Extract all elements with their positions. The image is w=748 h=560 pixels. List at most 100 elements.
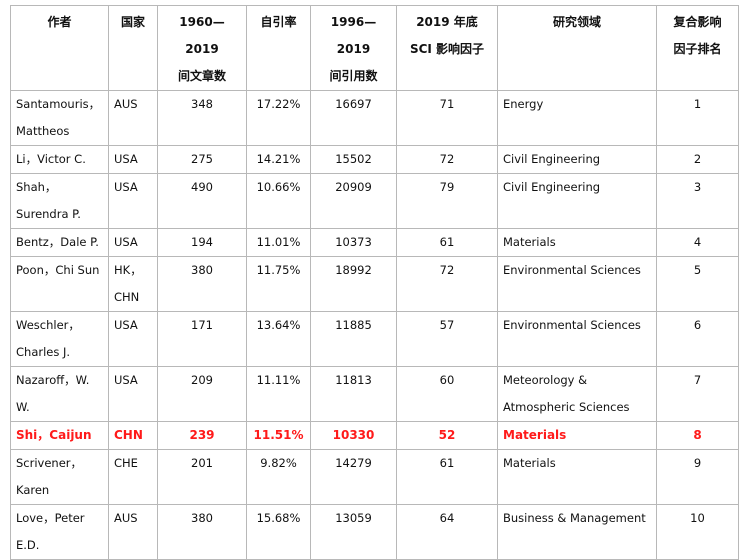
table-cell: Materials xyxy=(497,421,657,450)
page: 作者 国家 1960—2019 间文章数 自引率 1996—2019 间引用数 2019 年底… xyxy=(10,5,739,560)
table-cell: Materials xyxy=(497,449,657,505)
table-cell: AUS xyxy=(108,90,158,146)
header-text: 1996—2019 xyxy=(330,15,377,56)
table-cell: 11813 xyxy=(310,366,397,422)
table-row: Bentz，Dale P. USA 194 11.01% 10373 61 Material… xyxy=(10,228,739,257)
table-cell: 10 xyxy=(656,504,739,560)
header-text: SCI 影响因子 xyxy=(409,42,485,56)
table-cell: 10373 xyxy=(310,228,397,257)
header-text: 复合影响 xyxy=(673,15,722,29)
table-cell: Poon，Chi Sun xyxy=(10,256,109,312)
table-row: Weschler，Charles J. USA 171 13.64% 11885 57 En… xyxy=(10,311,739,367)
table-cell: 380 xyxy=(157,256,247,312)
column-header: 国家 xyxy=(108,5,158,91)
table-cell: 11.01% xyxy=(246,228,311,257)
table-cell: 194 xyxy=(157,228,247,257)
table-cell: Energy xyxy=(497,90,657,146)
header-text: 自引率 xyxy=(260,15,297,29)
column-header: 1960—2019 间文章数 xyxy=(157,5,247,91)
table-cell: 72 xyxy=(396,145,498,174)
table-cell: 20909 xyxy=(310,173,397,229)
table-cell: HK，CHN xyxy=(108,256,158,312)
table-cell: 61 xyxy=(396,449,498,505)
table-cell: 4 xyxy=(656,228,739,257)
column-header: 2019 年底 SCI 影响因子 xyxy=(396,5,498,91)
table-cell: 72 xyxy=(396,256,498,312)
table-cell: 8 xyxy=(656,421,739,450)
table-cell: Environmental Sciences xyxy=(497,311,657,367)
table-cell: 15.68% xyxy=(246,504,311,560)
column-header: 1996—2019 间引用数 xyxy=(310,5,397,91)
table-cell: USA xyxy=(108,145,158,174)
table-row: Nazaroff，W. W. USA 209 11.11% 11813 60 Meteoro… xyxy=(10,366,739,422)
table-cell: 348 xyxy=(157,90,247,146)
table-cell: Business & Management xyxy=(497,504,657,560)
table-cell: CHN xyxy=(108,421,158,450)
column-header: 复合影响 因子排名 xyxy=(656,5,739,91)
table-row: Santamouris，Mattheos AUS 348 17.22% 16697 71 E… xyxy=(10,90,739,146)
table-cell: USA xyxy=(108,311,158,367)
header-text: 作者 xyxy=(47,15,72,29)
table-row: Poon，Chi Sun HK，CHN 380 11.75% 18992 72 Enviro… xyxy=(10,256,739,312)
table-row: Li，Victor C. USA 275 14.21% 15502 72 Civil Eng… xyxy=(10,145,739,174)
table-cell: 490 xyxy=(157,173,247,229)
table-cell: 9 xyxy=(656,449,739,505)
table-cell: Civil Engineering xyxy=(497,173,657,229)
table-row: Scrivener，Karen CHE 201 9.82% 14279 61 Materia… xyxy=(10,449,739,505)
table-cell: 14.21% xyxy=(246,145,311,174)
table-cell: 57 xyxy=(396,311,498,367)
column-header: 自引率 xyxy=(246,5,311,91)
table-cell: 5 xyxy=(656,256,739,312)
table-cell: Meteorology & Atmospheric Sciences xyxy=(497,366,657,422)
ranking-table: 作者 国家 1960—2019 间文章数 自引率 1996—2019 间引用数 2019 年底… xyxy=(10,5,739,560)
table-cell: Weschler，Charles J. xyxy=(10,311,109,367)
table-cell: 64 xyxy=(396,504,498,560)
table-cell: Civil Engineering xyxy=(497,145,657,174)
table-cell: 10.66% xyxy=(246,173,311,229)
table-cell: 3 xyxy=(656,173,739,229)
table-cell: 171 xyxy=(157,311,247,367)
table-cell: 18992 xyxy=(310,256,397,312)
table-cell: AUS xyxy=(108,504,158,560)
table-row: Love，Peter E.D. AUS 380 15.68% 13059 64 Busine… xyxy=(10,504,739,560)
table-row: Shi，Caijun CHN 239 11.51% 10330 52 Materials 8 xyxy=(10,421,739,450)
table-cell: Environmental Sciences xyxy=(497,256,657,312)
table-cell: Bentz，Dale P. xyxy=(10,228,109,257)
table-cell: 11.11% xyxy=(246,366,311,422)
table-cell: 11.51% xyxy=(246,421,311,450)
table-cell: 79 xyxy=(396,173,498,229)
header-text: 国家 xyxy=(120,15,145,29)
table-cell: 11.75% xyxy=(246,256,311,312)
table-cell: USA xyxy=(108,366,158,422)
table-cell: 11885 xyxy=(310,311,397,367)
table-cell: 2 xyxy=(656,145,739,174)
table-cell: 275 xyxy=(157,145,247,174)
header-text: 1960—2019 xyxy=(179,15,225,56)
table-cell: 9.82% xyxy=(246,449,311,505)
table-cell: 14279 xyxy=(310,449,397,505)
table-cell: USA xyxy=(108,173,158,229)
table-cell: 7 xyxy=(656,366,739,422)
header-text: 2019 年底 xyxy=(416,15,478,29)
table-cell: 71 xyxy=(396,90,498,146)
table-row: Shah，Surendra P. USA 490 10.66% 20909 79 Civil… xyxy=(10,173,739,229)
table-cell: CHE xyxy=(108,449,158,505)
table-cell: Li，Victor C. xyxy=(10,145,109,174)
table-cell: 52 xyxy=(396,421,498,450)
table-cell: 6 xyxy=(656,311,739,367)
header-text: 间引用数 xyxy=(329,69,378,83)
column-header: 作者 xyxy=(10,5,109,91)
table-cell: 16697 xyxy=(310,90,397,146)
table-cell: 13059 xyxy=(310,504,397,560)
table-cell: 13.64% xyxy=(246,311,311,367)
table-cell: Love，Peter E.D. xyxy=(10,504,109,560)
table-cell: 201 xyxy=(157,449,247,505)
table-cell: 10330 xyxy=(310,421,397,450)
table-cell: 380 xyxy=(157,504,247,560)
table-cell: Shah，Surendra P. xyxy=(10,173,109,229)
table-body: Santamouris，Mattheos AUS 348 17.22% 16697 71 E… xyxy=(10,90,739,560)
table-cell: 61 xyxy=(396,228,498,257)
header-text: 研究领域 xyxy=(552,15,601,29)
table-cell: Santamouris，Mattheos xyxy=(10,90,109,146)
column-header: 研究领域 xyxy=(497,5,657,91)
